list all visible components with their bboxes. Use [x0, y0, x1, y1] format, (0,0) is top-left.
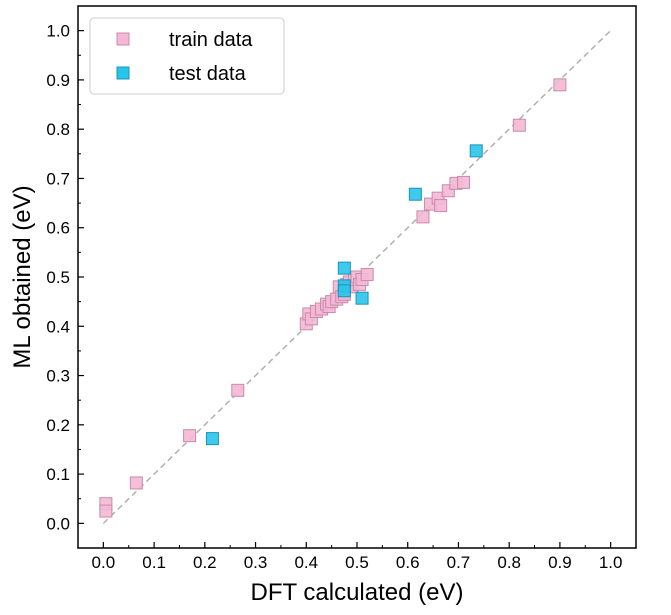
- legend-swatch-test: [116, 66, 130, 80]
- y-tick-label: 0.5: [46, 268, 70, 287]
- y-axis-label: ML obtained (eV): [9, 185, 36, 368]
- watermark: CSDN @偶尔躺平的咸鱼: [494, 588, 662, 606]
- legend-swatch-train: [116, 32, 130, 46]
- x-tick-label: 0.4: [294, 553, 318, 572]
- train-data-point: [416, 210, 430, 224]
- train-data-point: [360, 268, 374, 282]
- legend-label-train: train data: [169, 29, 253, 51]
- train-data-point: [129, 476, 143, 490]
- test-points: [205, 144, 483, 446]
- legend: train data test data: [89, 17, 285, 95]
- train-data-point: [99, 504, 113, 518]
- y-tick-label: 0.6: [46, 219, 70, 238]
- train-data-point: [231, 383, 245, 397]
- x-tick-label: 0.9: [548, 553, 572, 572]
- legend-box: [89, 17, 285, 95]
- test-data-point: [205, 432, 219, 446]
- y-tick-label: 0.3: [46, 367, 70, 386]
- test-data-point: [469, 144, 483, 158]
- train-data-point: [457, 175, 471, 189]
- train-data-point: [553, 78, 567, 92]
- x-axis-ticks: 0.0 0.1 0.2 0.3 0.4 0.5 0.6 0.7 0.8 0.9 1.0: [92, 542, 623, 572]
- train-data-point: [434, 199, 448, 213]
- x-tick-label: 0.3: [244, 553, 268, 572]
- y-tick-label: 0.7: [46, 169, 70, 188]
- train-data-point: [183, 429, 197, 443]
- y-tick-label: 1.0: [46, 22, 70, 41]
- y-tick-label: 0.4: [46, 317, 70, 336]
- y-tick-label: 0.2: [46, 416, 70, 435]
- x-tick-label: 0.1: [142, 553, 166, 572]
- x-axis-label: DFT calculated (eV): [251, 579, 464, 606]
- test-data-point: [408, 187, 422, 201]
- x-tick-label: 0.0: [92, 553, 116, 572]
- y-tick-label: 0.8: [46, 120, 70, 139]
- test-data-point: [355, 291, 369, 305]
- x-tick-label: 1.0: [599, 553, 623, 572]
- test-data-point: [337, 284, 351, 298]
- x-tick-label: 0.5: [345, 553, 369, 572]
- x-tick-label: 0.7: [447, 553, 471, 572]
- test-data-point: [337, 261, 351, 275]
- train-data-point: [512, 118, 526, 132]
- y-axis-ticks: 0.0 0.1 0.2 0.3 0.4 0.5 0.6 0.7 0.8 0.9 1.0: [46, 22, 84, 533]
- y-tick-label: 0.9: [46, 71, 70, 90]
- y-tick-label: 0.1: [46, 465, 70, 484]
- x-tick-label: 0.2: [193, 553, 217, 572]
- x-tick-label: 0.6: [396, 553, 420, 572]
- x-tick-label: 0.8: [497, 553, 521, 572]
- legend-label-test: test data: [169, 63, 247, 85]
- y-tick-label: 0.0: [46, 514, 70, 533]
